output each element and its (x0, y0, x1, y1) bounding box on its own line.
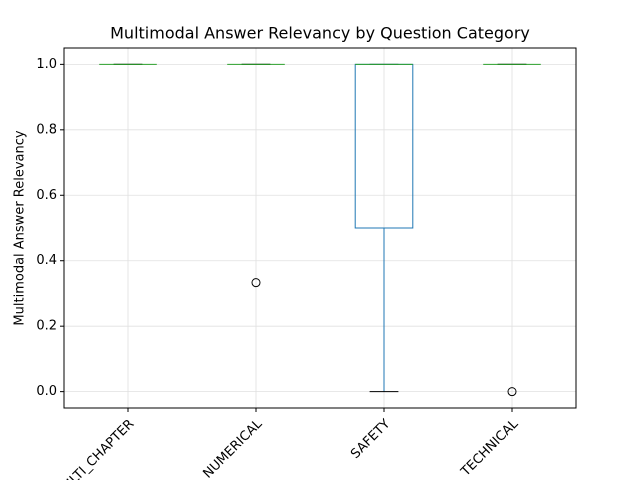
x-tick-label: NUMERICAL (200, 416, 265, 480)
x-tick-label: TECHNICAL (458, 416, 522, 480)
plot-frame (63, 47, 577, 409)
x-tick-label: SAFETY (348, 417, 393, 462)
y-tick-label: 0.2 (36, 319, 57, 334)
outlier (507, 387, 517, 397)
y-axis-label: Multimodal Answer Relevancy (13, 130, 28, 325)
y-tick-label: 0.6 (36, 188, 57, 203)
outlier (251, 278, 261, 288)
chart-title: Multimodal Answer Relevancy by Question … (110, 24, 530, 43)
y-tick-label: 0.0 (36, 384, 57, 399)
y-tick-label: 0.4 (36, 253, 57, 268)
x-tick-label: MULTI_CHAPTER (52, 417, 137, 480)
y-tick-label: 1.0 (36, 57, 57, 72)
y-tick-label: 0.8 (36, 122, 57, 137)
